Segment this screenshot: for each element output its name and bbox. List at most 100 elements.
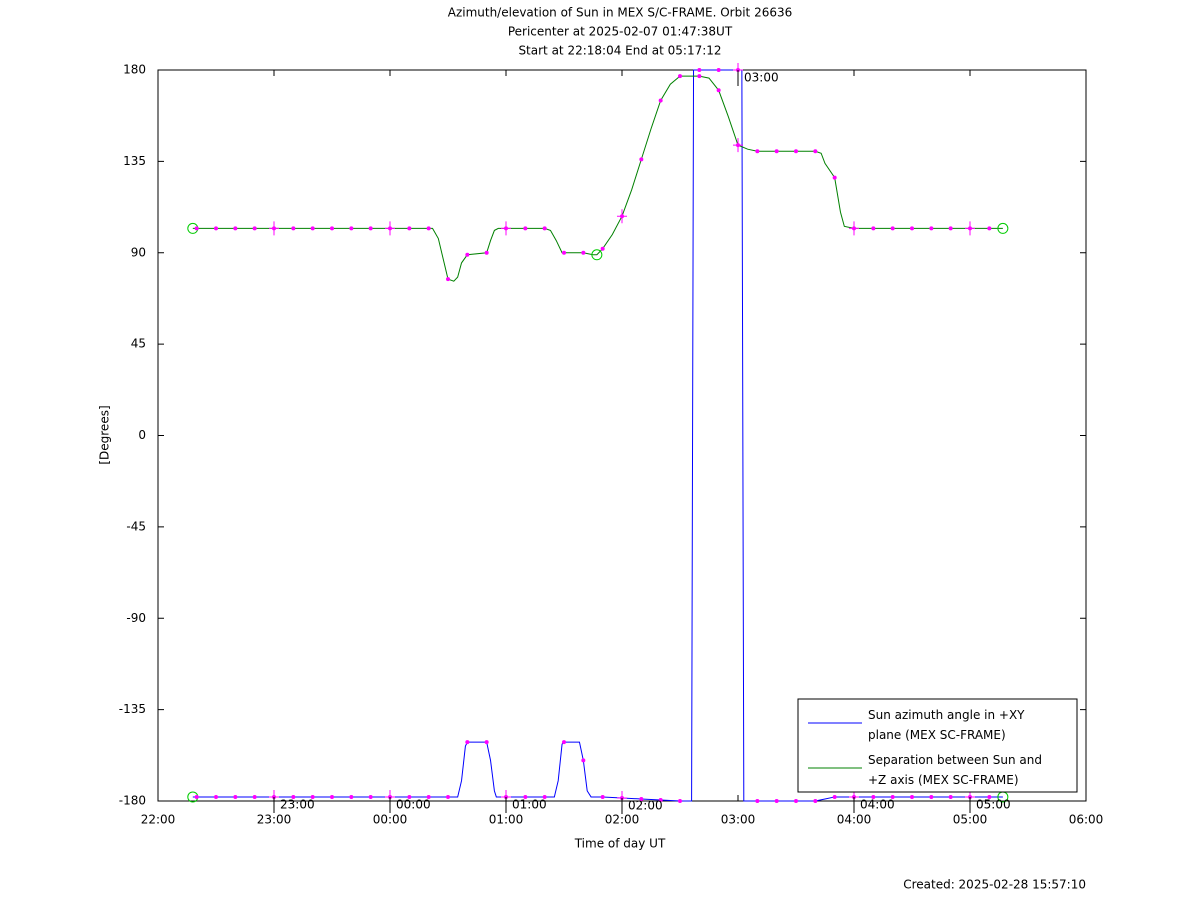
sample-marker (291, 226, 296, 231)
legend-label: Separation between Sun and +Z axis (MEX S… (868, 753, 1042, 787)
sample-marker (252, 794, 257, 799)
sample-marker (948, 794, 953, 799)
hour-label: 00:00 (396, 797, 431, 811)
sample-marker (349, 226, 354, 231)
sample-marker (368, 226, 373, 231)
hour-label: 02:00 (628, 798, 663, 812)
sample-marker (581, 758, 586, 763)
sample-marker (542, 226, 547, 231)
hour-label: 05:00 (976, 797, 1011, 811)
sample-marker (658, 797, 663, 802)
sample-marker (465, 252, 470, 257)
hour-label: 03:00 (744, 71, 779, 85)
x-tick-label: 00:00 (373, 813, 408, 827)
sample-marker (233, 794, 238, 799)
sample-marker (214, 794, 218, 799)
sample-marker (581, 250, 586, 255)
footer: Created: 2025-02-28 15:57:10 (903, 878, 1086, 892)
sample-marker (678, 74, 682, 79)
y-tick-label: 135 (123, 154, 146, 168)
sample-marker (639, 157, 644, 162)
x-tick-label: 03:00 (721, 813, 756, 827)
sample-marker (233, 226, 238, 231)
chart-subtitle: Pericenter at 2025-02-07 01:47:38UT (508, 25, 733, 39)
x-tick-label: 23:00 (257, 813, 292, 827)
hour-marker (965, 221, 975, 236)
y-tick-label: -90 (126, 611, 146, 625)
sample-marker (407, 226, 412, 231)
y-tick-label: -135 (119, 702, 146, 716)
sample-marker (562, 740, 566, 745)
sample-marker (890, 226, 895, 231)
y-tick-label: 90 (131, 245, 146, 259)
sample-marker (310, 226, 315, 231)
x-axis-label: Time of day UT (574, 837, 666, 851)
hour-marker (849, 221, 859, 236)
sample-marker (600, 246, 605, 251)
sample-marker (987, 226, 992, 231)
sample-marker (523, 794, 528, 799)
hour-marker (269, 221, 279, 236)
sample-marker (929, 226, 934, 231)
sample-marker (446, 277, 450, 282)
sample-marker (794, 149, 798, 154)
sample-marker (542, 794, 547, 799)
hour-marker (501, 221, 511, 236)
x-tick-label: 01:00 (489, 813, 524, 827)
time-range: Start at 22:18:04 End at 05:17:12 (518, 44, 721, 58)
endpoint-marker (591, 249, 603, 261)
sample-marker (890, 794, 895, 799)
sample-marker (310, 794, 315, 799)
sample-marker (214, 226, 218, 231)
sample-marker (987, 794, 992, 799)
series-line (192, 75, 1003, 282)
sample-marker (929, 794, 934, 799)
sample-marker (252, 226, 257, 231)
sample-marker (697, 74, 702, 79)
hour-label: 01:00 (512, 797, 547, 811)
sample-marker (562, 250, 566, 255)
hour-marker (733, 138, 743, 153)
sample-marker (678, 799, 682, 803)
sample-marker (832, 794, 837, 799)
sample-marker (446, 794, 450, 799)
sample-marker (484, 740, 489, 745)
sample-marker (832, 175, 837, 180)
sample-marker (194, 226, 199, 231)
sample-marker (523, 226, 528, 231)
sample-marker (871, 794, 876, 799)
chart-title: Azimuth/elevation of Sun in MEX S/C-FRAM… (448, 6, 793, 20)
y-tick-label: 45 (131, 337, 146, 351)
sample-marker (658, 98, 663, 103)
sample-marker (871, 226, 876, 231)
sample-marker (948, 226, 953, 231)
sample-marker (910, 794, 914, 799)
endpoint-marker (997, 222, 1009, 234)
sample-marker (194, 794, 199, 799)
x-tick-label: 06:00 (1069, 813, 1104, 827)
y-tick-label: -180 (119, 794, 146, 808)
sample-marker (484, 250, 489, 255)
sample-marker (349, 794, 354, 799)
sample-marker (465, 740, 470, 745)
sample-marker (426, 226, 431, 231)
hour-label: 04:00 (860, 797, 895, 811)
legend-label: Sun azimuth angle in +XY plane (MEX SC-FR… (868, 708, 1025, 742)
plot-frame (157, 69, 1087, 802)
sample-marker (813, 799, 818, 803)
sample-marker (600, 794, 605, 799)
sample-marker (330, 226, 334, 231)
sample-marker (697, 68, 702, 72)
hour-marker (617, 209, 627, 224)
sample-marker (794, 799, 798, 803)
sample-marker (716, 88, 721, 93)
sample-marker (716, 68, 721, 72)
hour-label: 23:00 (280, 797, 315, 811)
x-tick-label: 04:00 (837, 813, 872, 827)
sample-marker (755, 799, 760, 803)
sample-marker (774, 149, 779, 154)
y-axis-label: [Degrees] (98, 405, 112, 464)
x-tick-label: 22:00 (141, 813, 176, 827)
sample-marker (774, 799, 779, 803)
sample-marker (407, 794, 412, 799)
